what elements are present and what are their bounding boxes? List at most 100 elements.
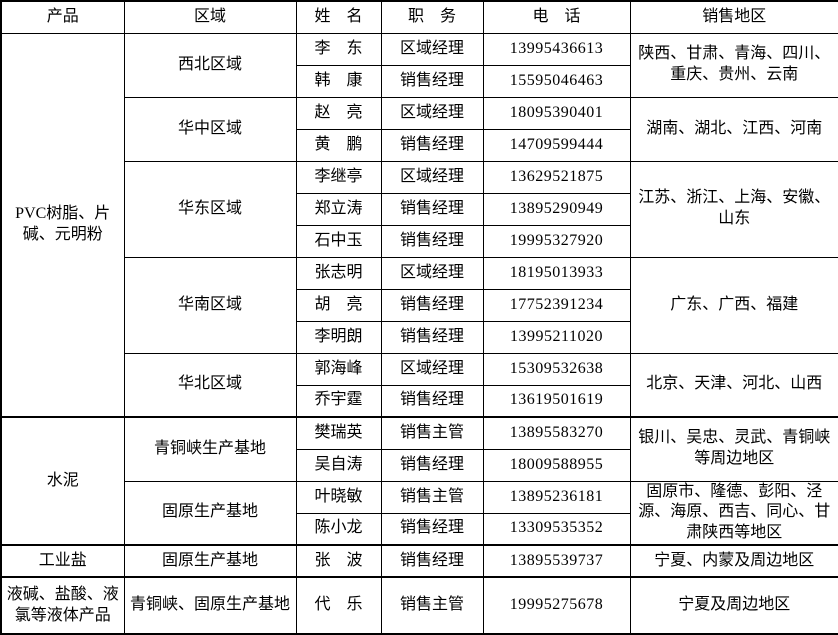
name-cell: 郭海峰 (295, 352, 382, 386)
phone-cell: 13895290949 (482, 192, 631, 226)
title-cell: 区域经理 (380, 352, 484, 386)
table-row: 液碱、盐酸、液氯等液体产品 青铜峡、固原生产基地 代 乐 销售主管 199952… (0, 576, 838, 635)
name-cell: 樊瑞英 (295, 416, 382, 450)
phone-cell: 13895236181 (482, 480, 631, 514)
title-cell: 区域经理 (380, 256, 484, 290)
phone-cell: 17752391234 (482, 288, 631, 322)
sales-area-cell: 北京、天津、河北、山西 (629, 352, 838, 418)
name-cell: 叶晓敏 (295, 480, 382, 514)
phone-cell: 19995327920 (482, 224, 631, 258)
sales-area-cell: 固原市、隆德、彭阳、泾源、海原、西吉、同心、甘肃陕西等地区 (629, 480, 838, 546)
header-region: 区域 (123, 0, 297, 34)
table-row: 郑立涛 销售经理 13895290949 (1, 192, 838, 226)
name-cell: 赵 亮 (295, 96, 382, 130)
table-row: 华东区域 李继亭 区域经理 13629521875 江苏、浙江、上海、安徽、山东 (1, 160, 838, 258)
phone-cell: 15309532638 (482, 352, 631, 386)
title-cell: 销售经理 (380, 448, 484, 482)
region-cell: 华中区域 (123, 96, 297, 162)
title-cell: 区域经理 (380, 32, 484, 66)
table-row: 华南区域 张志明 区域经理 18195013933 广东、广西、福建 (1, 256, 838, 354)
phone-cell: 13309535352 (482, 512, 631, 546)
title-cell: 销售经理 (380, 288, 484, 322)
sales-area-cell: 湖南、湖北、江西、河南 (629, 96, 838, 162)
table-row: 固原生产基地 叶晓敏 销售主管 13895236181 固原市、隆德、彭阳、泾源… (1, 480, 838, 546)
table-row: 水泥 青铜峡生产基地 樊瑞英 销售主管 13895583270 银川、吴忠、灵武… (0, 416, 838, 546)
sales-area-cell: 宁夏及周边地区 (629, 576, 838, 635)
name-cell: 吴自涛 (295, 448, 382, 482)
table-row: 黄 鹏 销售经理 14709599444 (1, 128, 838, 162)
header-phone: 电 话 (482, 0, 631, 34)
table-row: 陈小龙 销售经理 13309535352 (1, 512, 838, 546)
title-cell: 销售经理 (380, 512, 484, 546)
sales-area-cell: 江苏、浙江、上海、安徽、山东 (629, 160, 838, 258)
name-cell: 韩 康 (295, 64, 382, 98)
title-cell: 销售经理 (380, 192, 484, 226)
region-cell: 青铜峡、固原生产基地 (123, 576, 297, 635)
name-cell: 代 乐 (295, 576, 382, 635)
name-cell: 黄 鹏 (295, 128, 382, 162)
name-cell: 胡 亮 (295, 288, 382, 322)
table-header-row: 产品 区域 姓 名 职 务 电 话 销售地区 (0, 0, 838, 34)
region-cell: 固原生产基地 (123, 544, 297, 578)
region-cell: 华南区域 (123, 256, 297, 354)
title-cell: 销售经理 (380, 384, 484, 418)
region-cell: 华东区域 (123, 160, 297, 258)
phone-cell: 13619501619 (482, 384, 631, 418)
title-cell: 区域经理 (380, 160, 484, 194)
phone-cell: 18195013933 (482, 256, 631, 290)
sales-area-cell: 广东、广西、福建 (629, 256, 838, 354)
name-cell: 李明朗 (295, 320, 382, 354)
title-cell: 销售主管 (380, 480, 484, 514)
name-cell: 乔宇霆 (295, 384, 382, 418)
phone-cell: 18009588955 (482, 448, 631, 482)
region-cell: 华北区域 (123, 352, 297, 418)
title-cell: 销售经理 (380, 320, 484, 354)
phone-cell: 14709599444 (482, 128, 631, 162)
phone-cell: 13895583270 (482, 416, 631, 450)
phone-cell: 18095390401 (482, 96, 631, 130)
phone-cell: 13629521875 (482, 160, 631, 194)
table-row: PVC树脂、片碱、元明粉 西北区域 李 东 区域经理 13995436613 陕… (0, 32, 838, 418)
sales-area-cell: 陕西、甘肃、青海、四川、重庆、贵州、云南 (629, 32, 838, 98)
phone-cell: 13895539737 (482, 544, 631, 578)
table-row: 华中区域 赵 亮 区域经理 18095390401 湖南、湖北、江西、河南 (1, 96, 838, 162)
table-row: 乔宇霆 销售经理 13619501619 (1, 384, 838, 418)
name-cell: 李继亭 (295, 160, 382, 194)
header-sales-area: 销售地区 (629, 0, 838, 34)
title-cell: 销售经理 (380, 544, 484, 578)
product-cell: 水泥 (0, 416, 125, 546)
table-row: 石中玉 销售经理 19995327920 (1, 224, 838, 258)
region-cell: 西北区域 (123, 32, 297, 98)
product-cell: 液碱、盐酸、液氯等液体产品 (0, 576, 125, 635)
phone-cell: 13995211020 (482, 320, 631, 354)
header-title: 职 务 (380, 0, 484, 34)
sales-area-cell: 宁夏、内蒙及周边地区 (629, 544, 838, 578)
region-cell: 固原生产基地 (123, 480, 297, 546)
name-cell: 石中玉 (295, 224, 382, 258)
name-cell: 张志明 (295, 256, 382, 290)
table-row: 韩 康 销售经理 15595046463 (1, 64, 838, 98)
title-cell: 销售主管 (380, 416, 484, 450)
table-row: 吴自涛 销售经理 18009588955 (1, 448, 838, 482)
region-cell: 青铜峡生产基地 (123, 416, 297, 482)
name-cell: 郑立涛 (295, 192, 382, 226)
header-product: 产品 (0, 0, 125, 34)
table-row: 胡 亮 销售经理 17752391234 (1, 288, 838, 322)
phone-cell: 15595046463 (482, 64, 631, 98)
name-cell: 陈小龙 (295, 512, 382, 546)
table-row: 华北区域 郭海峰 区域经理 15309532638 北京、天津、河北、山西 (1, 352, 838, 418)
name-cell: 张 波 (295, 544, 382, 578)
title-cell: 销售经理 (380, 224, 484, 258)
title-cell: 销售主管 (380, 576, 484, 635)
title-cell: 区域经理 (380, 96, 484, 130)
phone-cell: 19995275678 (482, 576, 631, 635)
sales-area-cell: 银川、吴忠、灵武、青铜峡等周边地区 (629, 416, 838, 482)
name-cell: 李 东 (295, 32, 382, 66)
table-row: 工业盐 固原生产基地 张 波 销售经理 13895539737 宁夏、内蒙及周边… (0, 544, 838, 578)
product-cell: 工业盐 (0, 544, 125, 578)
phone-cell: 13995436613 (482, 32, 631, 66)
product-cell: PVC树脂、片碱、元明粉 (0, 32, 125, 418)
title-cell: 销售经理 (380, 64, 484, 98)
title-cell: 销售经理 (380, 128, 484, 162)
